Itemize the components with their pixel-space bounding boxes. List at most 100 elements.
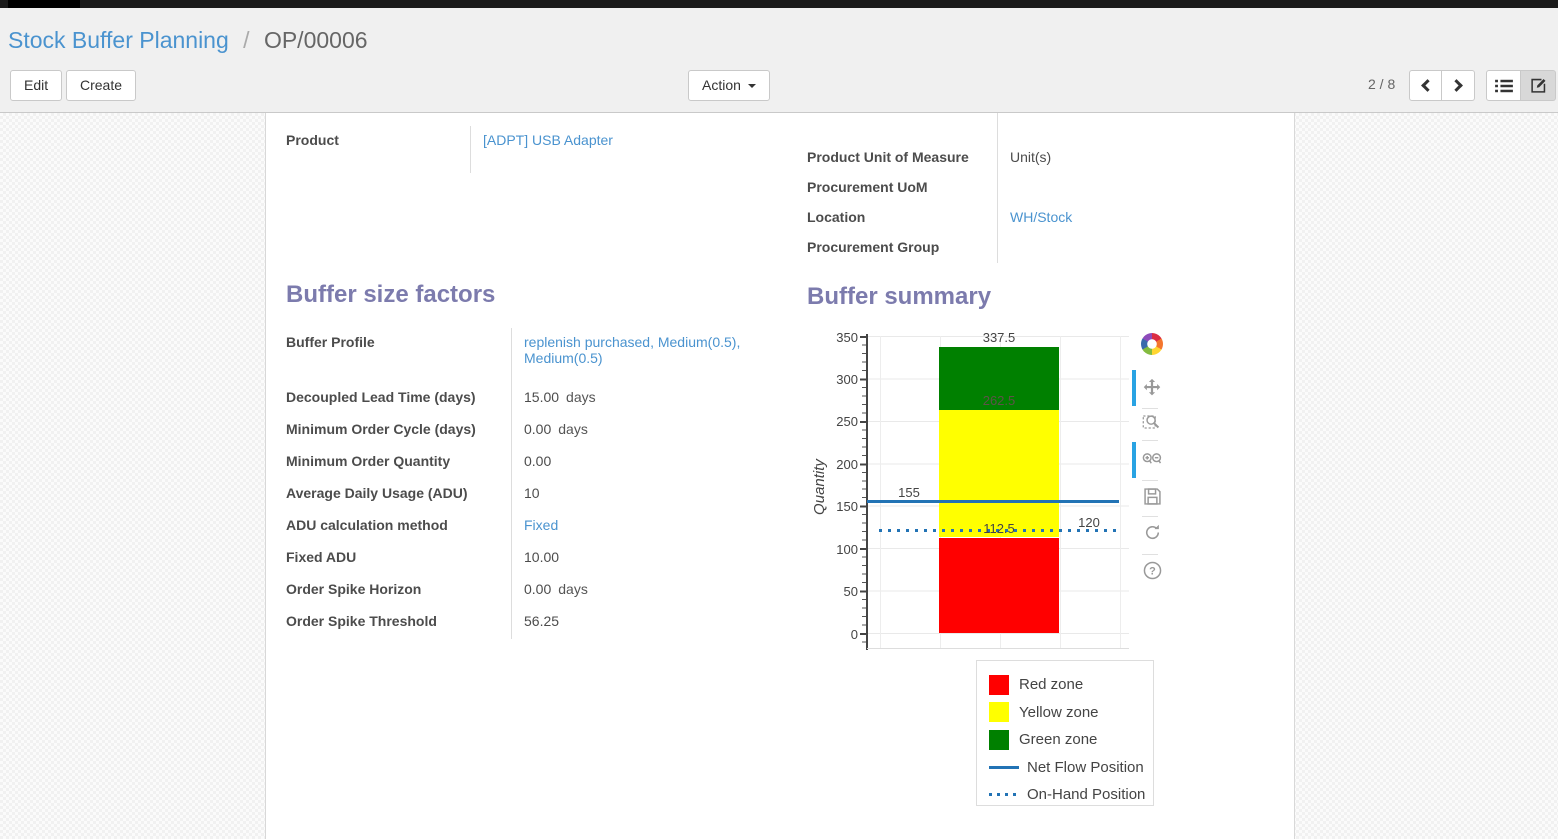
list-view-button[interactable] [1486, 70, 1521, 101]
buffer-size-factors-title: Buffer size factors [286, 281, 496, 308]
uom-field-label: Product Unit of Measure [807, 143, 998, 173]
svg-text:?: ? [1149, 565, 1156, 577]
red-zone-bar [939, 537, 1059, 633]
create-button[interactable]: Create [66, 70, 137, 101]
annotation-bar-top: 337.5 [982, 330, 1016, 345]
y-tick-0: 0 [850, 626, 858, 642]
procurement-uom-field-value [998, 173, 1279, 203]
breadcrumb: Stock Buffer Planning / OP/00006 [8, 27, 368, 54]
fixed-adu-value: 10.00 [524, 549, 560, 565]
fixed-adu-label: Fixed ADU [286, 543, 512, 575]
legend-item-net-flow[interactable]: Net Flow Position [989, 754, 1153, 782]
field-row-fixed-adu: Fixed ADU 10.00 [286, 543, 788, 575]
box-zoom-button[interactable] [1140, 410, 1164, 434]
y-tick-250: 250 [836, 414, 858, 430]
plotly-logo-button[interactable] [1140, 332, 1164, 356]
legend-label: Red zone [1019, 676, 1084, 694]
net-flow-position-line [867, 500, 1119, 503]
field-row-product: Product [ADPT] USB Adapter [286, 126, 786, 173]
field-row-buffer-profile: Buffer Profile replenish purchased, Medi… [286, 328, 788, 383]
edit-form-icon [1530, 78, 1545, 93]
reset-icon [1145, 524, 1159, 539]
details-group: Product Unit of Measure Unit(s) Procurem… [807, 113, 1279, 263]
field-row-min-order-cycle: Minimum Order Cycle (days) 0.00 days [286, 415, 788, 447]
spike-threshold-value: 56.25 [524, 613, 560, 629]
zoom-in-out-icon [1142, 453, 1162, 464]
field-row-adu: Average Daily Usage (ADU) 10 [286, 479, 788, 511]
breadcrumb-separator: / [243, 27, 250, 53]
reset-axes-button[interactable] [1140, 520, 1164, 544]
download-plot-button[interactable] [1140, 484, 1164, 508]
dlt-suffix: days [566, 389, 596, 405]
form-view-area: Product [ADPT] USB Adapter Product Unit … [0, 113, 1558, 839]
solid-line-swatch-icon [989, 765, 1019, 769]
uom-field-value: Unit(s) [1010, 149, 1052, 165]
adu-label: Average Daily Usage (ADU) [286, 479, 512, 511]
spike-threshold-label: Order Spike Threshold [286, 607, 512, 639]
min-order-cycle-value: 0.00 [524, 421, 552, 437]
action-dropdown-button[interactable]: Action [688, 70, 770, 101]
pan-icon [1143, 378, 1161, 396]
adu-method-label: ADU calculation method [286, 511, 512, 543]
buffer-profile-value-link[interactable]: replenish purchased, Medium(0.5), Medium… [524, 334, 741, 366]
form-view-button[interactable] [1521, 70, 1556, 101]
y-axis-line [866, 334, 868, 650]
y-tick-50: 50 [843, 584, 858, 599]
field-row-location: Location WH/Stock [807, 203, 1279, 233]
min-order-qty-value: 0.00 [524, 453, 552, 469]
list-icon [1494, 79, 1513, 92]
vertical-gridline [1119, 336, 1121, 648]
procurement-group-field-value [998, 233, 1279, 263]
min-order-cycle-suffix: days [558, 421, 588, 437]
legend-item-green-zone[interactable]: Green zone [989, 726, 1153, 754]
vertical-gridline [879, 336, 881, 648]
clipped-field-row [807, 113, 1279, 143]
legend-item-on-hand[interactable]: On-Hand Position [989, 781, 1153, 809]
field-row-procurement-uom: Procurement UoM [807, 173, 1279, 203]
field-row-adu-method: ADU calculation method Fixed [286, 511, 788, 543]
modebar-active-indicator [1132, 442, 1136, 478]
chevron-right-icon [1449, 79, 1463, 92]
vertical-gridline [1059, 336, 1061, 648]
modebar-active-indicator [1132, 370, 1136, 406]
spike-horizon-value: 0.00 [524, 581, 552, 597]
yellow-swatch-icon [989, 702, 1009, 723]
legend-item-red-zone[interactable]: Red zone [989, 671, 1153, 699]
green-swatch-icon [989, 729, 1009, 750]
legend-label: Green zone [1019, 731, 1098, 749]
location-field-value-link[interactable]: WH/Stock [1010, 209, 1073, 225]
control-panel: Edit Create Action 2 / 8 [0, 58, 1558, 113]
legend-item-yellow-zone[interactable]: Yellow zone [989, 699, 1153, 727]
breadcrumb-section-link[interactable]: Stock Buffer Planning [8, 27, 229, 53]
field-row-dlt: Decoupled Lead Time (days) 15.00 days [286, 383, 788, 415]
help-icon: ? [1143, 561, 1161, 579]
spike-horizon-suffix: days [558, 581, 588, 597]
view-switcher [1486, 70, 1556, 101]
annotation-on-hand: 120 [1078, 515, 1100, 530]
help-button[interactable]: ? [1140, 558, 1164, 582]
spike-horizon-label: Order Spike Horizon [286, 575, 512, 607]
field-row-min-order-qty: Minimum Order Quantity 0.00 [286, 447, 788, 479]
procurement-uom-field-label: Procurement UoM [807, 173, 998, 203]
pager-next-button[interactable] [1442, 70, 1475, 101]
top-menu-active-item [8, 0, 80, 8]
chevron-left-icon [1421, 79, 1434, 92]
dlt-label: Decoupled Lead Time (days) [286, 383, 512, 415]
chart-y-axis-label: Quantity [811, 459, 828, 515]
green-zone-bar [939, 346, 1059, 411]
zoom-in-out-button[interactable] [1140, 448, 1164, 472]
annotation-yellow-top: 262.5 [982, 393, 1016, 408]
y-tick-300: 300 [836, 372, 858, 387]
adu-method-value-link[interactable]: Fixed [524, 517, 559, 533]
pan-button[interactable] [1140, 376, 1164, 400]
edit-button[interactable]: Edit [10, 70, 63, 101]
y-tick-100: 100 [836, 541, 858, 557]
yellow-zone-bar [939, 410, 1059, 538]
pager-previous-button[interactable] [1409, 70, 1442, 101]
breadcrumb-header: Stock Buffer Planning / OP/00006 [0, 8, 1558, 58]
min-order-cycle-label: Minimum Order Cycle (days) [286, 415, 512, 447]
field-row-spike-horizon: Order Spike Horizon 0.00 days [286, 575, 788, 607]
product-field-value-link[interactable]: [ADPT] USB Adapter [483, 132, 613, 148]
action-label: Action [702, 77, 741, 93]
y-tick-150: 150 [836, 499, 858, 515]
